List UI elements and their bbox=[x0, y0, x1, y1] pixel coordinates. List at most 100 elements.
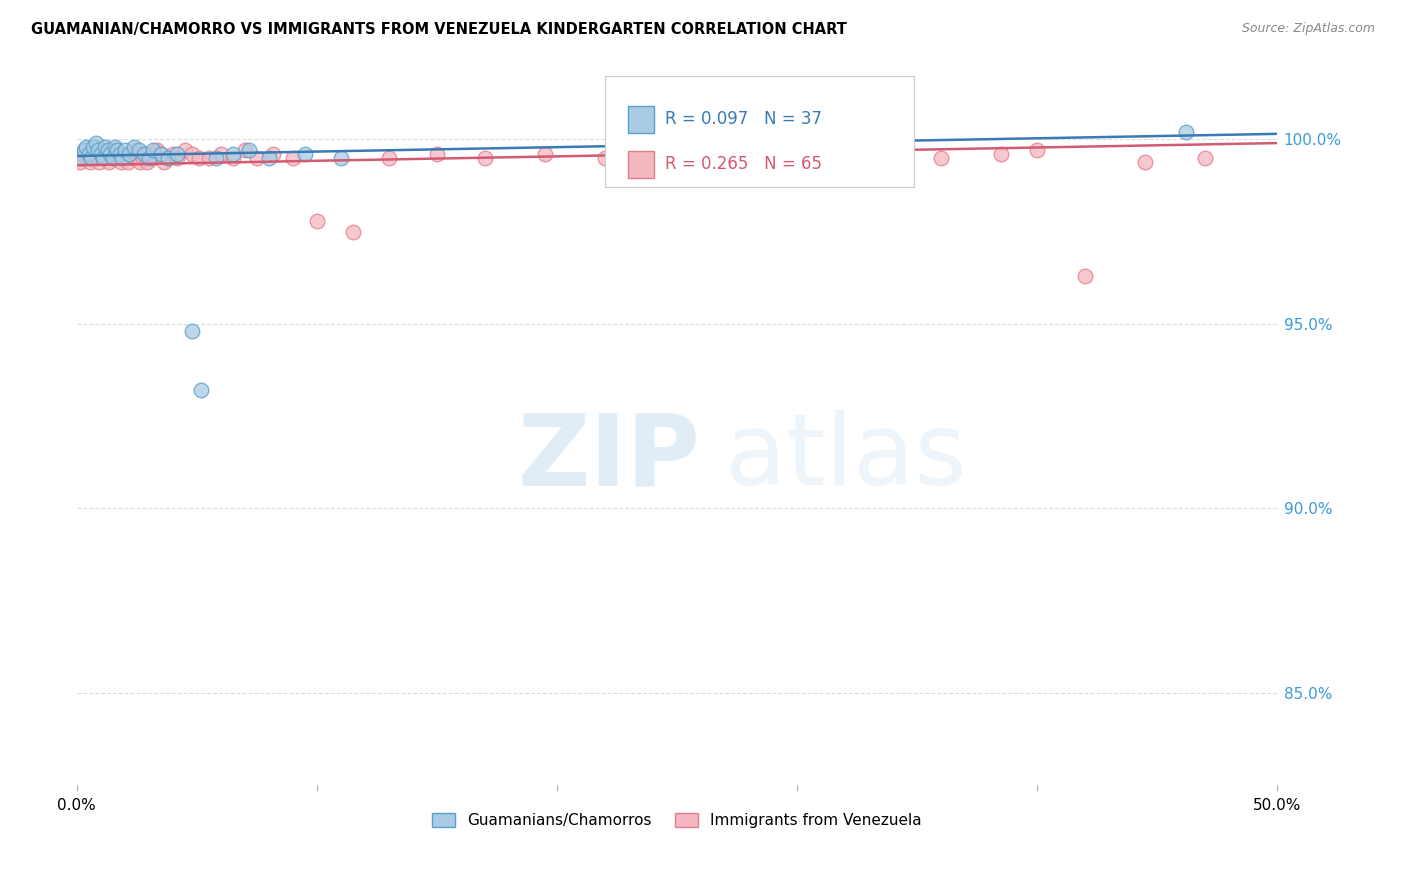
Point bbox=[122, 140, 145, 154]
Point bbox=[533, 147, 555, 161]
Point bbox=[73, 144, 96, 158]
Point bbox=[149, 147, 172, 161]
Point bbox=[124, 144, 146, 158]
Point bbox=[246, 151, 269, 165]
Point bbox=[180, 147, 202, 161]
Point bbox=[257, 151, 280, 165]
Point bbox=[162, 147, 184, 161]
Point bbox=[990, 147, 1012, 161]
Point bbox=[188, 151, 211, 165]
Text: R = 0.265   N = 65: R = 0.265 N = 65 bbox=[665, 155, 823, 173]
Point bbox=[82, 147, 104, 161]
Point bbox=[146, 144, 169, 158]
Point bbox=[132, 147, 155, 161]
Point bbox=[111, 151, 134, 165]
Point bbox=[129, 154, 152, 169]
Point bbox=[329, 151, 352, 165]
Point bbox=[97, 144, 120, 158]
Point bbox=[593, 151, 616, 165]
Point bbox=[882, 147, 904, 161]
Point bbox=[190, 384, 212, 398]
Point bbox=[110, 154, 132, 169]
Point bbox=[69, 154, 91, 169]
Point bbox=[105, 144, 128, 158]
Point bbox=[79, 154, 101, 169]
Text: Source: ZipAtlas.com: Source: ZipAtlas.com bbox=[1241, 22, 1375, 36]
Point bbox=[70, 151, 93, 165]
Point bbox=[80, 151, 103, 165]
Point bbox=[118, 147, 141, 161]
Point bbox=[654, 147, 676, 161]
Point bbox=[281, 151, 304, 165]
Point bbox=[786, 147, 808, 161]
Point bbox=[100, 147, 122, 161]
Point bbox=[90, 147, 112, 161]
Point bbox=[294, 147, 316, 161]
Point bbox=[180, 324, 202, 338]
Point bbox=[1194, 151, 1216, 165]
Point bbox=[131, 151, 153, 165]
Point bbox=[474, 151, 496, 165]
Point bbox=[107, 151, 129, 165]
Point bbox=[166, 151, 188, 165]
Point bbox=[117, 154, 139, 169]
Point bbox=[77, 147, 100, 161]
Point bbox=[156, 151, 179, 165]
Point bbox=[82, 140, 104, 154]
Point bbox=[76, 151, 98, 165]
Point bbox=[98, 147, 121, 161]
Point bbox=[108, 147, 131, 161]
Point bbox=[134, 147, 156, 161]
Point bbox=[426, 147, 449, 161]
Point bbox=[114, 144, 136, 158]
Point bbox=[1174, 125, 1197, 139]
Point bbox=[84, 136, 107, 150]
Point bbox=[72, 147, 94, 161]
Point bbox=[90, 147, 112, 161]
Point bbox=[166, 147, 188, 161]
Point bbox=[104, 140, 127, 154]
Point bbox=[262, 147, 284, 161]
Text: R = 0.097   N = 37: R = 0.097 N = 37 bbox=[665, 111, 823, 128]
Point bbox=[209, 147, 232, 161]
Point bbox=[153, 154, 176, 169]
Point bbox=[93, 151, 115, 165]
Point bbox=[89, 154, 111, 169]
Point bbox=[96, 144, 118, 158]
Point bbox=[929, 151, 952, 165]
Point bbox=[342, 225, 364, 239]
Point bbox=[87, 144, 110, 158]
Point bbox=[238, 144, 260, 158]
Point bbox=[128, 144, 150, 158]
Point bbox=[101, 151, 124, 165]
Point bbox=[136, 154, 159, 169]
Point bbox=[725, 151, 748, 165]
Point bbox=[91, 151, 114, 165]
Point bbox=[1025, 144, 1047, 158]
Point bbox=[86, 151, 108, 165]
Point bbox=[149, 147, 172, 161]
Point bbox=[156, 151, 179, 165]
Point bbox=[204, 151, 226, 165]
Text: GUAMANIAN/CHAMORRO VS IMMIGRANTS FROM VENEZUELA KINDERGARTEN CORRELATION CHART: GUAMANIAN/CHAMORRO VS IMMIGRANTS FROM VE… bbox=[31, 22, 846, 37]
Point bbox=[233, 144, 256, 158]
Point bbox=[221, 147, 243, 161]
Point bbox=[138, 151, 160, 165]
Text: ZIP: ZIP bbox=[517, 409, 700, 506]
Point bbox=[94, 140, 117, 154]
Point bbox=[122, 151, 145, 165]
Legend: Guamanians/Chamorros, Immigrants from Venezuela: Guamanians/Chamorros, Immigrants from Ve… bbox=[426, 806, 928, 834]
Point bbox=[97, 154, 120, 169]
Text: atlas: atlas bbox=[724, 409, 966, 506]
Point bbox=[173, 144, 195, 158]
Point bbox=[75, 140, 97, 154]
Point bbox=[139, 147, 162, 161]
Point bbox=[834, 151, 856, 165]
Point bbox=[105, 144, 128, 158]
Point bbox=[142, 151, 165, 165]
Point bbox=[120, 147, 142, 161]
Point bbox=[197, 151, 219, 165]
Point bbox=[83, 140, 105, 154]
Point bbox=[103, 151, 125, 165]
Point bbox=[377, 151, 399, 165]
